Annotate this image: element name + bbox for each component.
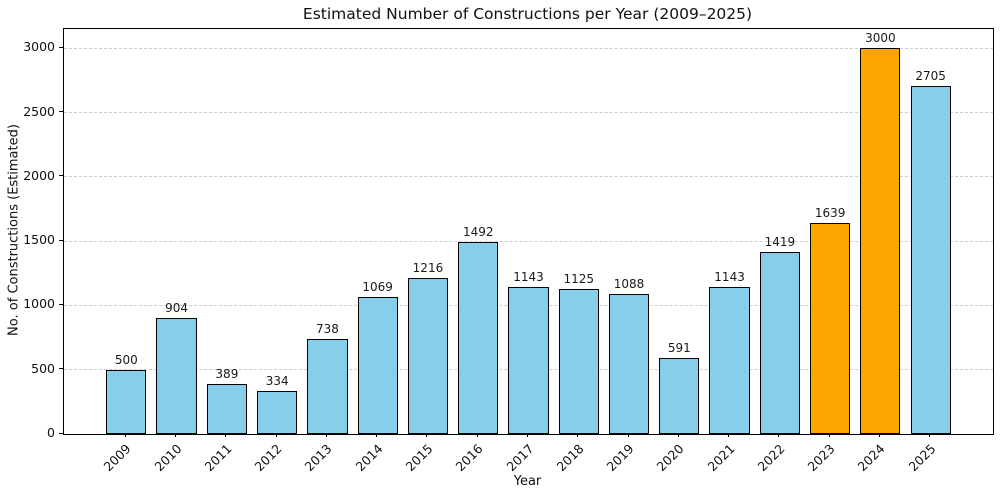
bar-value-label-2011: 389 xyxy=(215,367,239,381)
x-tick-2015 xyxy=(426,433,428,437)
x-tick-2010 xyxy=(175,433,177,437)
bar-2022 xyxy=(759,251,800,434)
chart-title: Estimated Number of Constructions per Ye… xyxy=(302,5,753,23)
gridline-2500 xyxy=(64,112,993,114)
bar-value-label-2015: 1216 xyxy=(412,260,444,275)
bar-value-label-2025: 2705 xyxy=(915,69,946,84)
x-tick-2016 xyxy=(476,433,478,437)
y-tick-1500 xyxy=(59,239,63,241)
y-tick-label-3000: 3000 xyxy=(23,39,55,55)
bar-2024 xyxy=(860,48,901,434)
x-axis-label: Year xyxy=(513,474,542,489)
bar-2011 xyxy=(206,384,247,434)
y-tick-label-0: 0 xyxy=(47,425,55,440)
y-tick-0 xyxy=(59,432,63,434)
y-tick-label-2500: 2500 xyxy=(23,103,55,119)
bar-value-label-2018: 1125 xyxy=(563,272,595,287)
x-tick-2020 xyxy=(677,433,679,437)
bar-2015 xyxy=(407,277,449,434)
bar-2023 xyxy=(810,223,851,434)
x-tick-2017 xyxy=(527,433,528,437)
x-tick-2009 xyxy=(124,433,126,437)
bar-value-label-2024: 3000 xyxy=(865,31,896,46)
bar-2025 xyxy=(910,86,951,434)
x-tick-2011 xyxy=(225,433,227,437)
bar-value-label-2021: 1143 xyxy=(714,270,745,285)
y-tick-label-1000: 1000 xyxy=(23,296,55,312)
y-tick-label-1500: 1500 xyxy=(23,232,55,248)
x-tick-2013 xyxy=(325,433,327,437)
bar-2010 xyxy=(156,317,197,434)
x-tick-2022 xyxy=(778,433,780,437)
bar-2020 xyxy=(659,358,700,434)
bar-2016 xyxy=(458,242,499,434)
x-tick-2014 xyxy=(376,433,378,437)
bar-value-label-2013: 738 xyxy=(315,322,339,337)
x-tick-2021 xyxy=(728,433,730,437)
bar-2018 xyxy=(558,289,599,434)
x-tick-2023 xyxy=(828,433,830,437)
gridline-3000 xyxy=(64,47,993,49)
x-tick-2019 xyxy=(627,433,629,437)
x-tick-2018 xyxy=(577,433,579,437)
bar-value-label-2019: 1088 xyxy=(613,277,645,292)
bar-2012 xyxy=(257,391,298,434)
bar-value-label-2020: 591 xyxy=(667,341,691,356)
bar-value-label-2014: 1069 xyxy=(362,279,393,294)
y-tick-label-500: 500 xyxy=(31,360,55,376)
bar-value-label-2023: 1639 xyxy=(814,206,846,221)
bar-2021 xyxy=(709,287,750,434)
gridline-1500 xyxy=(64,240,993,242)
bar-value-label-2016: 1492 xyxy=(462,225,494,240)
plot-area: 500 904 389 334 738 1069 1216 1492 1143 1125 1088 5… xyxy=(63,28,994,435)
y-tick-1000 xyxy=(59,303,63,305)
x-tick-2012 xyxy=(275,433,277,437)
gridline-2000 xyxy=(64,176,993,178)
y-tick-2000 xyxy=(59,175,63,177)
bar-2014 xyxy=(357,296,398,434)
bar-value-label-2009: 500 xyxy=(114,352,138,367)
y-tick-2500 xyxy=(59,111,63,113)
bar-value-label-2010: 904 xyxy=(165,300,189,315)
x-tick-2025 xyxy=(929,433,931,437)
y-tick-label-2000: 2000 xyxy=(23,167,55,183)
y-tick-500 xyxy=(59,368,63,370)
bar-value-label-2022: 1419 xyxy=(764,234,796,249)
bar-2019 xyxy=(608,294,650,434)
x-tick-2024 xyxy=(878,433,880,437)
bar-2013 xyxy=(307,339,348,434)
bar-value-label-2012: 334 xyxy=(265,374,289,389)
bar-2009 xyxy=(106,369,147,434)
bar-value-label-2017: 1143 xyxy=(513,270,544,285)
y-tick-3000 xyxy=(59,46,63,48)
bar-2017 xyxy=(508,287,549,434)
